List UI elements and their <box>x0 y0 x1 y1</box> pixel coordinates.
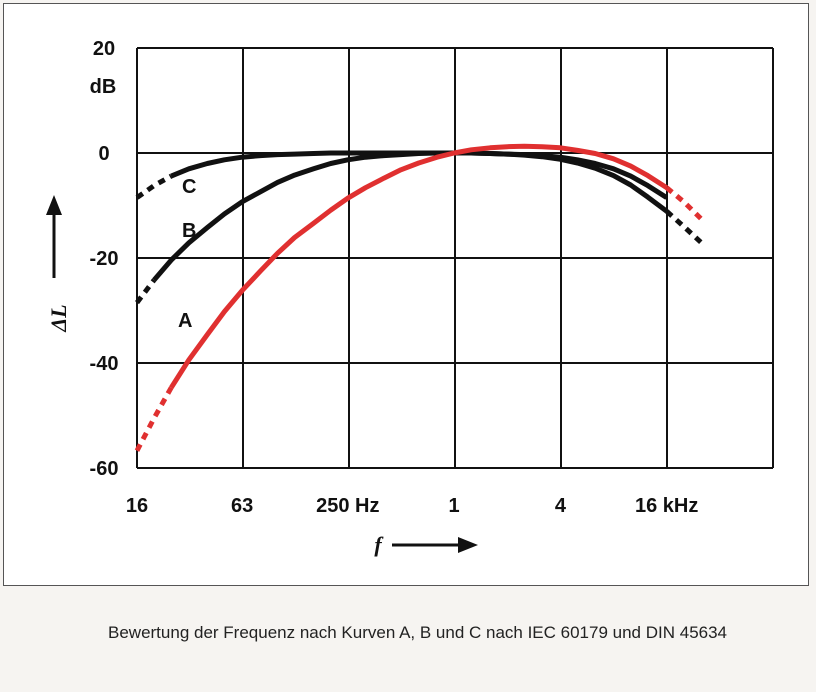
x-tick-label: 63 <box>231 495 253 517</box>
y-axis-arrow <box>46 195 62 278</box>
curve-c-dashed <box>135 173 173 200</box>
y-unit-label: dB <box>90 76 117 98</box>
x-tick-label: 1 <box>449 495 460 517</box>
y-tick-label: 0 <box>98 143 109 165</box>
curve-a-dashed <box>134 386 174 452</box>
curve-b-solid <box>152 150 669 282</box>
x-tick-label: 250 Hz <box>316 495 379 517</box>
figure-caption: Bewertung der Frequenz nach Kurven A, B … <box>108 623 728 642</box>
y-tick-label: -20 <box>90 248 119 270</box>
curves <box>134 143 703 452</box>
tick-labels: 20 0 -20 -40 -60 16 63 250 Hz 1 4 16 kHz <box>90 38 699 517</box>
x-axis-title: f <box>374 532 384 557</box>
curve-b-dashed <box>135 278 157 305</box>
curve-label-b: B <box>182 220 196 242</box>
y-tick-label: -40 <box>90 353 119 375</box>
y-tick-label: 20 <box>93 38 115 60</box>
y-axis-title: ΔL <box>46 304 71 332</box>
curve-label-a: A <box>178 310 192 332</box>
x-tick-label: 4 <box>555 495 567 517</box>
x-tick-label: 16 <box>126 495 148 517</box>
grid <box>136 47 774 469</box>
curve-a-solid <box>169 143 669 390</box>
curve-label-c: C <box>182 176 196 198</box>
x-axis-arrow <box>392 537 478 553</box>
x-tick-label: 16 kHz <box>635 495 698 517</box>
curve-c-solid <box>170 150 669 200</box>
y-tick-label: -60 <box>90 458 119 480</box>
